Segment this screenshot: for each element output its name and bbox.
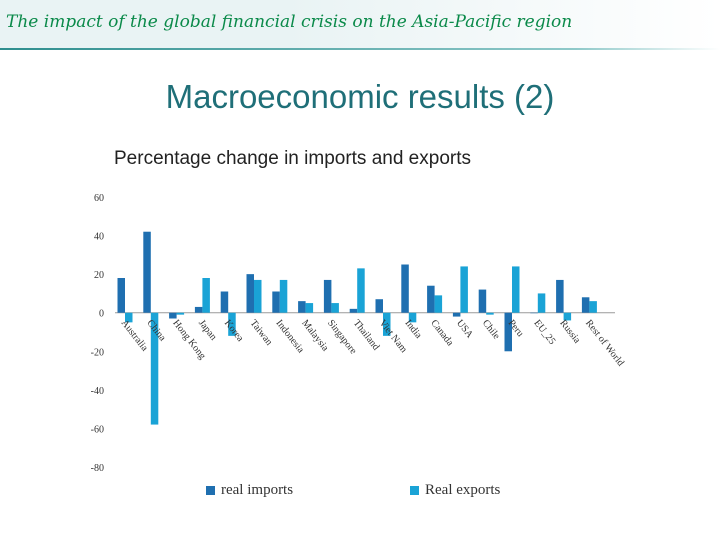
bar-real-exports <box>202 278 210 313</box>
x-tick-label: Rest of World <box>583 318 626 369</box>
bar-real-imports <box>375 299 383 313</box>
bar-real-imports <box>272 291 280 313</box>
x-tick-label: Japan <box>196 318 219 343</box>
legend-swatch-imports <box>206 486 215 495</box>
bar-real-exports <box>563 312 572 321</box>
x-tick-label: India <box>402 318 424 341</box>
header-divider <box>0 48 720 50</box>
bar-real-imports <box>349 308 358 313</box>
y-tick-label: -20 <box>91 347 104 358</box>
bar-real-exports <box>460 266 468 313</box>
bar-real-exports <box>512 266 520 313</box>
bar-real-exports <box>228 312 236 336</box>
legend-label-imports: real imports <box>221 482 294 498</box>
bar-real-imports <box>220 291 229 313</box>
bar-real-exports <box>589 301 597 313</box>
legend-label-exports: Real exports <box>425 482 501 498</box>
x-tick-label: Chile <box>480 318 502 342</box>
y-tick-label: -60 <box>91 424 104 435</box>
bar-real-exports <box>408 312 417 323</box>
bar-real-exports <box>176 312 185 315</box>
bar-real-exports <box>331 303 339 313</box>
y-tick-label: -40 <box>91 386 104 397</box>
bar-real-exports <box>537 293 546 313</box>
chart-legend: real imports Real exports <box>0 482 720 502</box>
bar-real-imports <box>194 306 203 313</box>
x-tick-label: Korea <box>222 318 246 344</box>
bar-real-imports <box>581 297 590 313</box>
x-tick-label: Russia <box>557 318 582 346</box>
y-tick-label: 60 <box>94 193 104 204</box>
legend-swatch-exports <box>410 486 419 495</box>
bar-real-imports <box>478 289 487 313</box>
slide-title: Macroeconomic results (2) <box>165 78 555 115</box>
bar-real-imports <box>427 285 435 313</box>
bar-real-exports <box>254 279 262 313</box>
bar-real-imports <box>246 274 254 313</box>
bar-real-imports <box>169 312 177 319</box>
x-tick-label: Canada <box>428 318 455 349</box>
header-title: The impact of the global financial crisi… <box>6 12 573 32</box>
bar-real-exports <box>434 295 443 313</box>
bar-real-imports <box>530 312 538 314</box>
legend-item-imports: real imports <box>206 482 293 499</box>
bar-real-exports <box>279 279 288 313</box>
bar-real-exports <box>383 312 391 336</box>
chart-title: Percentage change in imports and exports <box>114 148 471 169</box>
bar-real-imports <box>452 312 461 317</box>
bar-real-imports <box>143 231 151 313</box>
y-tick-label: 40 <box>94 232 104 243</box>
header-bar <box>0 0 720 48</box>
x-tick-label: EU_25 <box>531 318 557 347</box>
bar-real-imports <box>323 279 332 313</box>
bar-real-imports <box>117 278 125 313</box>
bar-real-imports <box>401 264 409 313</box>
bar-real-imports <box>298 301 306 313</box>
bar-real-exports <box>125 312 133 323</box>
y-tick-label: -80 <box>91 463 104 474</box>
legend-item-exports: Real exports <box>410 482 500 499</box>
bar-real-exports <box>486 312 494 315</box>
y-tick-label: 20 <box>94 270 104 281</box>
bar-real-exports <box>305 303 314 313</box>
bar-real-exports <box>150 312 159 425</box>
bar-real-imports <box>556 279 564 313</box>
bar-real-exports <box>357 268 365 313</box>
x-tick-label: Taiwan <box>248 318 275 348</box>
bar-real-imports <box>504 312 512 352</box>
x-tick-label: USA <box>454 318 475 341</box>
y-tick-label: 0 <box>99 309 104 320</box>
